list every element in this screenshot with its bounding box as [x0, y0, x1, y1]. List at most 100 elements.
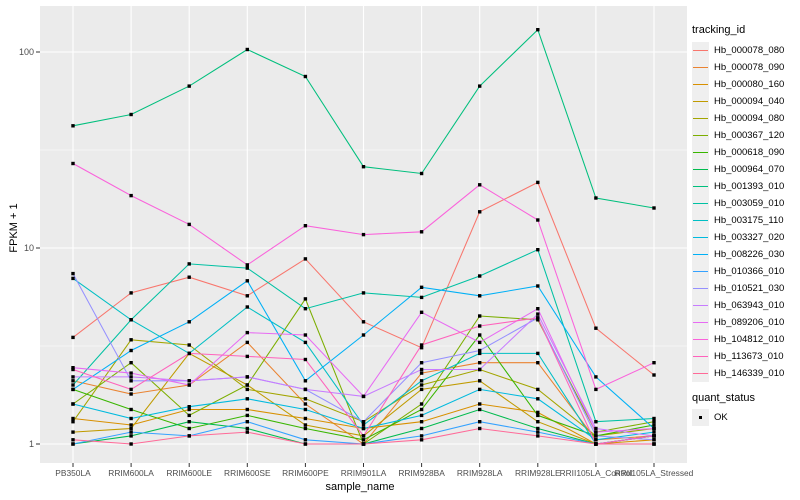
data-point	[303, 379, 308, 383]
data-point	[536, 284, 540, 288]
data-point	[187, 379, 191, 383]
data-point	[129, 112, 133, 117]
data-point	[245, 294, 249, 298]
data-point	[419, 420, 424, 424]
data-point	[419, 438, 424, 442]
data-point	[71, 335, 75, 340]
data-point	[652, 442, 656, 446]
data-point	[478, 367, 482, 372]
y-tick-label: 1	[29, 439, 34, 449]
data-point	[478, 379, 482, 383]
legend-key-box	[692, 331, 709, 348]
data-point	[71, 271, 75, 276]
data-point	[303, 297, 308, 301]
legend-line-swatch-icon	[693, 338, 708, 341]
data-point	[245, 387, 249, 392]
data-point	[419, 413, 424, 418]
data-point	[129, 193, 133, 198]
data-point	[129, 348, 133, 353]
x-tick-label: RRIM600LA	[108, 468, 154, 478]
legend-line-swatch-icon	[693, 134, 708, 137]
data-point	[419, 407, 424, 412]
legend-key-box	[692, 144, 709, 161]
data-point	[652, 430, 656, 434]
data-point	[419, 230, 424, 234]
data-point	[536, 420, 540, 424]
data-point	[129, 442, 133, 446]
data-point	[536, 361, 540, 365]
legend-item-label: Hb_001393_010	[714, 181, 785, 192]
data-point	[419, 285, 424, 289]
data-point	[419, 361, 424, 365]
data-point	[187, 383, 191, 387]
legend-item-label: Hb_113673_010	[714, 351, 784, 362]
legend-item-Hb_146339_010: Hb_146339_010	[692, 365, 800, 382]
data-point	[71, 420, 75, 424]
data-point	[478, 407, 482, 412]
legend-key-box	[692, 195, 709, 212]
data-point	[652, 420, 656, 424]
data-point	[187, 275, 191, 279]
data-point	[245, 407, 249, 412]
data-point	[187, 407, 191, 412]
data-point	[536, 248, 540, 252]
data-point	[594, 442, 598, 446]
data-point	[536, 318, 540, 322]
legend-key-box	[692, 110, 709, 127]
legend-item-label: Hb_008226_030	[714, 249, 785, 260]
legend-item-Hb_003175_110: Hb_003175_110	[692, 212, 800, 229]
data-point	[129, 379, 133, 383]
data-point	[536, 180, 540, 185]
data-point	[187, 405, 191, 409]
legend-item-Hb_000964_070: Hb_000964_070	[692, 161, 800, 178]
data-point	[594, 434, 598, 438]
data-point	[303, 407, 308, 412]
legend-item-Hb_000078_080: Hb_000078_080	[692, 42, 800, 59]
data-point	[419, 346, 424, 350]
data-point	[594, 420, 598, 424]
data-point	[245, 305, 249, 309]
data-point	[129, 318, 133, 322]
legend-item-label: Hb_063943_010	[714, 300, 785, 311]
legend-item-label: OK	[714, 412, 728, 423]
data-point	[419, 426, 424, 431]
legend-key-box	[692, 365, 709, 382]
legend-line-swatch-icon	[693, 66, 708, 69]
data-point	[478, 84, 482, 88]
data-point	[419, 295, 424, 300]
legend-line-swatch-icon	[693, 49, 708, 52]
data-point	[536, 410, 540, 415]
data-point	[187, 351, 191, 356]
data-point	[419, 367, 424, 372]
legend-item-Hb_010366_010: Hb_010366_010	[692, 263, 800, 280]
data-point	[129, 434, 133, 438]
legend-item-label: Hb_003175_110	[714, 215, 784, 226]
legend-key-box	[692, 314, 709, 331]
data-point	[303, 416, 308, 421]
legend-panel: tracking_id Hb_000078_080 Hb_000078_090 Hb…	[692, 24, 800, 426]
data-point	[71, 402, 75, 406]
data-point	[245, 426, 249, 431]
data-point	[245, 263, 249, 267]
x-tick-label: RRIM928BA	[398, 468, 445, 478]
legend-line-swatch-icon	[693, 202, 708, 205]
data-point	[71, 383, 75, 387]
data-point	[419, 383, 424, 387]
legend-line-swatch-icon	[693, 321, 708, 324]
legend-item-Hb_000367_120: Hb_000367_120	[692, 127, 800, 144]
legend-key-box	[692, 297, 709, 314]
legend-items: Hb_000078_080 Hb_000078_090 Hb_000080_160 H…	[692, 42, 800, 382]
data-point	[536, 387, 540, 392]
data-point	[478, 340, 482, 345]
data-point	[478, 402, 482, 406]
data-point	[536, 430, 540, 434]
data-point	[71, 161, 75, 166]
data-point	[129, 338, 133, 342]
data-point	[71, 366, 75, 370]
x-tick-label: RRIM928LA	[457, 468, 503, 478]
data-point	[652, 426, 656, 431]
data-point	[594, 438, 598, 442]
data-point	[71, 430, 75, 434]
data-point	[419, 379, 424, 383]
